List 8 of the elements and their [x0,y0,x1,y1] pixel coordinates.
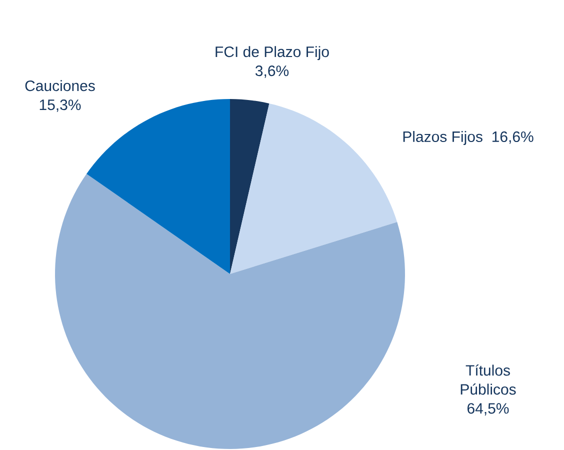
slice-label: Cauciones [25,80,95,92]
data-label: 15,3% [40,99,81,112]
data-label: 3,6% [255,65,289,78]
slice-label: Títulos Públicos [460,364,516,395]
slice-label: Plazos Fijos [403,131,482,145]
data-label: 64,5% [468,403,509,416]
data-label: 16,6% [492,131,534,144]
slice-label: FCI de Plazo Fijo [216,46,329,60]
